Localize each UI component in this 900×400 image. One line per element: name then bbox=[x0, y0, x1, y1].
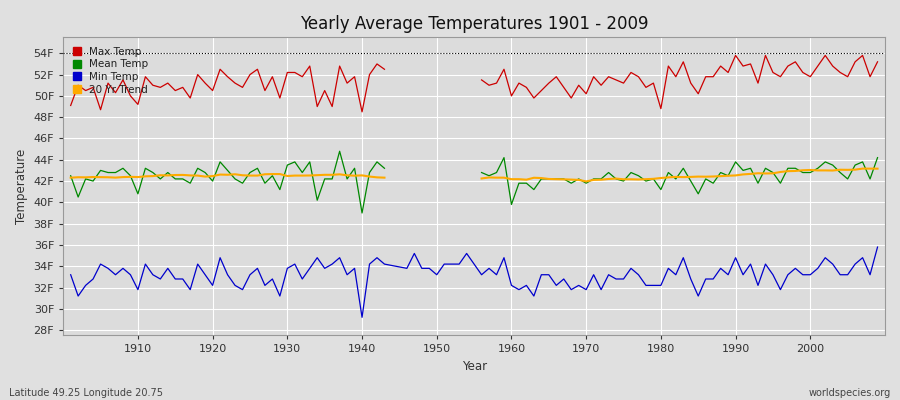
Legend: Max Temp, Mean Temp, Min Temp, 20 Yr Trend: Max Temp, Mean Temp, Min Temp, 20 Yr Tre… bbox=[68, 42, 152, 99]
Title: Yearly Average Temperatures 1901 - 2009: Yearly Average Temperatures 1901 - 2009 bbox=[300, 15, 648, 33]
Y-axis label: Temperature: Temperature bbox=[15, 149, 28, 224]
X-axis label: Year: Year bbox=[462, 360, 487, 373]
Text: worldspecies.org: worldspecies.org bbox=[809, 388, 891, 398]
Text: Latitude 49.25 Longitude 20.75: Latitude 49.25 Longitude 20.75 bbox=[9, 388, 163, 398]
